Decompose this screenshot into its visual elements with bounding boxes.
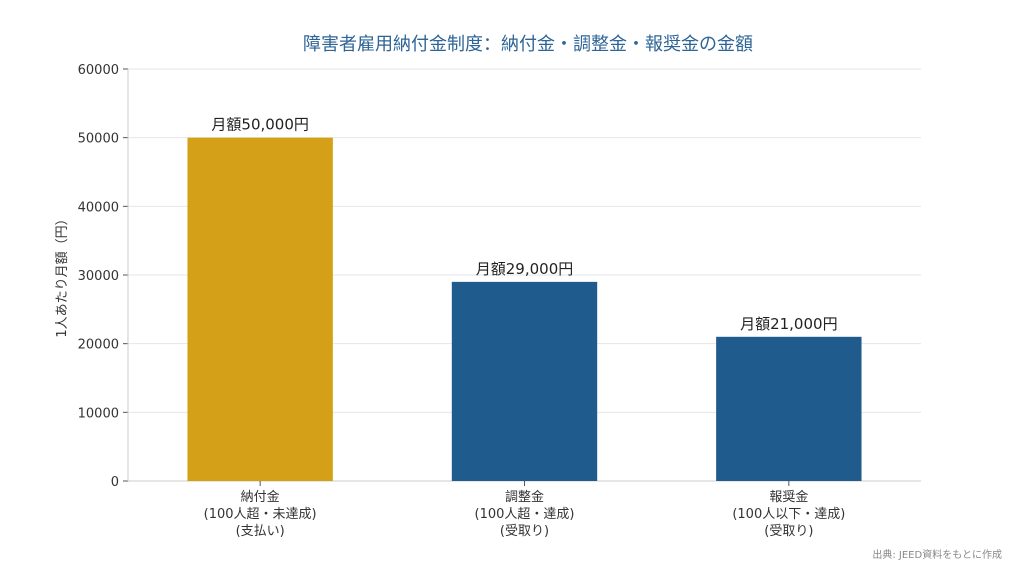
data-label: 月額21,000円 <box>740 315 838 333</box>
category-label: 報奨金 <box>769 489 808 505</box>
category-label: (受取り) <box>764 524 813 539</box>
y-tick-label: 60000 <box>78 63 119 78</box>
category-label: (100人超・達成) <box>475 507 575 522</box>
y-tick-label: 20000 <box>78 338 119 353</box>
category-label: 納付金 <box>241 489 280 505</box>
y-axis-ticks: 0 10000 20000 30000 40000 50000 60000 <box>78 63 128 490</box>
category-labels: 納付金 (100人超・未達成) (支払い) 調整金 (100人超・達成) (受取り) 報奨金… <box>204 481 845 539</box>
category-label: (100人以下・達成) <box>732 507 845 522</box>
y-tick-label: 50000 <box>78 132 119 147</box>
source-note: 出典: JEED資料をもとに作成 <box>872 548 1002 561</box>
y-tick-label: 30000 <box>78 269 119 284</box>
category-label: (支払い) <box>236 524 285 539</box>
y-tick-label: 40000 <box>78 200 119 215</box>
category-label: (受取り) <box>500 524 549 539</box>
y-tick-label: 0 <box>111 475 119 490</box>
bars <box>187 137 862 481</box>
y-axis-label: 1人あたり月額（円） <box>55 212 70 337</box>
chart-title: 障害者雇用納付金制度：納付金・調整金・報奨金の金額 <box>303 34 753 55</box>
bar <box>187 137 333 481</box>
data-label: 月額50,000円 <box>211 116 309 134</box>
bar <box>451 281 598 481</box>
category-label: (100人超・未達成) <box>204 507 317 522</box>
data-label: 月額29,000円 <box>476 260 574 278</box>
y-tick-label: 10000 <box>78 406 119 421</box>
category-label: 調整金 <box>505 489 544 505</box>
bar <box>716 336 862 481</box>
